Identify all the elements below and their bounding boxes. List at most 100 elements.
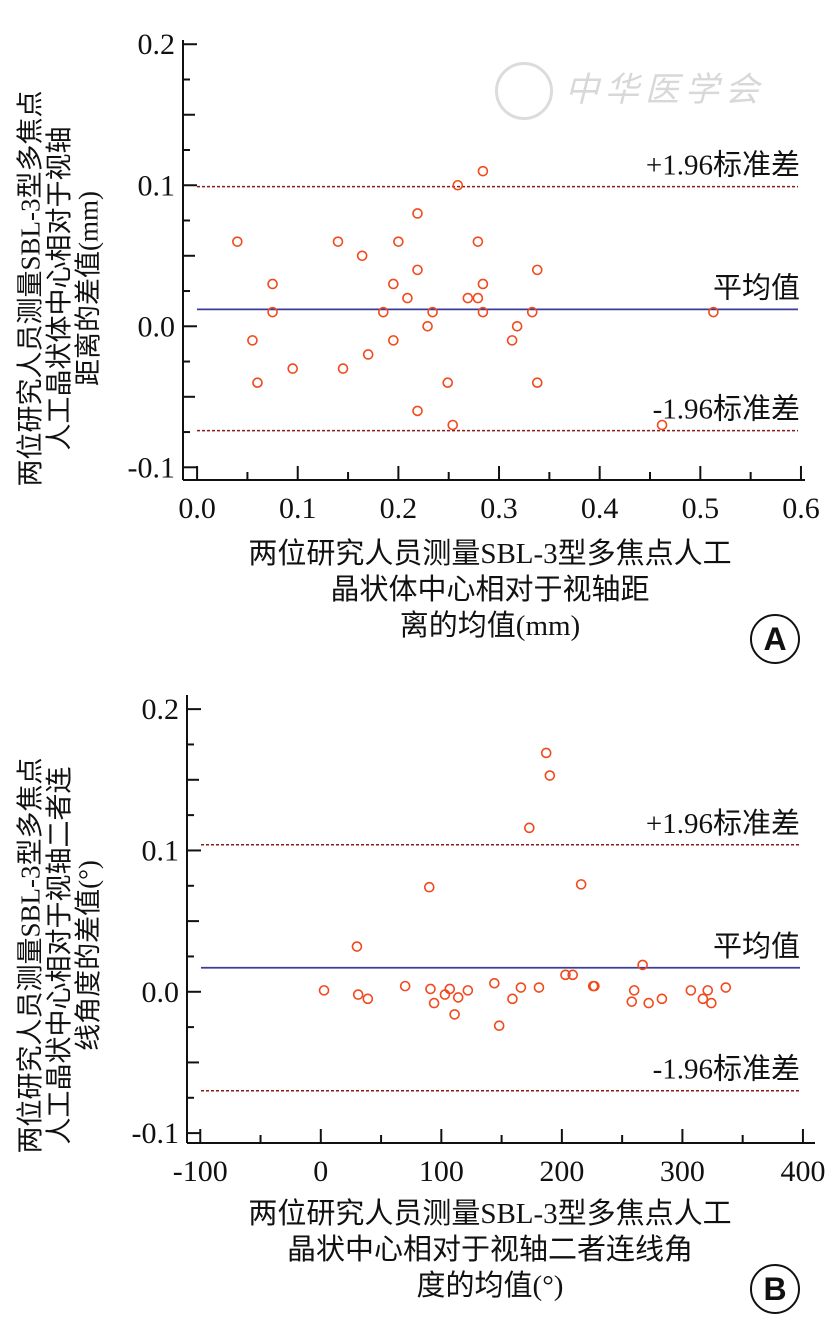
data-point-a xyxy=(267,306,278,318)
data-point-b xyxy=(444,983,456,995)
data-point-b xyxy=(540,747,552,759)
data-point-b xyxy=(452,992,464,1003)
y-tick-label-a: -0.1 xyxy=(128,451,176,484)
data-point-b xyxy=(462,985,474,996)
data-point-a xyxy=(402,292,413,304)
y-tick-label-b: 0.2 xyxy=(142,693,180,726)
x-axis-title-a-line-3: 离的均值(mm) xyxy=(399,610,581,642)
data-point-a xyxy=(427,306,438,318)
y-axis-title-a-line-3: 距离的差值(mm) xyxy=(73,191,104,386)
data-point-a xyxy=(531,264,543,276)
data-point-b xyxy=(697,993,709,1005)
data-point-a xyxy=(511,320,523,332)
x-axis-title-a: 两位研究人员测量SBL-3型多焦点人工 晶状体中心相对于视轴距 离的均值(mm) xyxy=(190,536,790,644)
data-point-b xyxy=(567,969,579,981)
data-point-b xyxy=(628,985,640,996)
y-axis-title-b-line-3: 线角度的差值(°) xyxy=(73,860,104,1051)
y-tick-label-b: 0.1 xyxy=(142,834,180,867)
data-point-a xyxy=(412,264,423,276)
watermark-seal-icon xyxy=(495,62,553,120)
x-tick-label-a: 0.2 xyxy=(380,492,418,525)
y-axis-title-b-line-2: 人工晶状中心相对于视轴二者连 xyxy=(44,766,75,1145)
upper-line-label-a: +1.96标准差 xyxy=(646,149,800,182)
data-point-b xyxy=(533,982,545,993)
x-axis-title-b-line-3: 度的均值(°) xyxy=(416,1270,564,1302)
y-tick-label-a: 0.0 xyxy=(138,310,176,343)
y-axis-title-b-line-1: 两位研究人员测量SBL-3型多焦点 xyxy=(15,757,46,1154)
data-point-a xyxy=(267,278,278,290)
data-point-b xyxy=(643,997,654,1009)
data-point-a xyxy=(462,292,474,304)
y-tick-label-b: -0.1 xyxy=(132,1117,180,1150)
lower-line-label-a: -1.96标准差 xyxy=(653,393,800,426)
x-tick-label-a: 0.4 xyxy=(581,492,619,525)
data-point-a xyxy=(447,419,459,431)
data-point-a xyxy=(708,306,719,318)
mean-line-label-b: 平均值 xyxy=(713,930,800,963)
watermark: 中华医学会 xyxy=(565,72,765,109)
data-point-a xyxy=(388,335,399,346)
data-point-a xyxy=(506,335,518,346)
y-tick-label-b: 0.0 xyxy=(142,976,180,1009)
panel-label-a: A xyxy=(750,614,800,664)
data-point-a xyxy=(337,363,349,374)
data-point-a xyxy=(356,250,368,262)
data-point-a xyxy=(232,236,243,247)
data-point-a xyxy=(247,335,258,346)
y-axis-title-b: 两位研究人员测量SBL-3型多焦点 人工晶状中心相对于视轴二者连 线角度的差值(… xyxy=(15,716,104,1196)
data-point-b xyxy=(656,993,668,1005)
y-axis-title-a: 两位研究人员测量SBL-3型多焦点 人工晶状体中心相对于视轴 距离的差值(mm) xyxy=(16,49,104,529)
lower-line-label-b: -1.96标准差 xyxy=(653,1053,800,1086)
data-point-b xyxy=(449,1009,460,1020)
data-point-b xyxy=(425,983,436,995)
x-axis-title-b-line-2: 晶状中心相对于视轴二者连线角 xyxy=(286,1234,693,1266)
x-tick-label-b: 300 xyxy=(660,1155,705,1188)
data-point-a xyxy=(412,405,423,417)
x-tick-label-b: 0 xyxy=(313,1155,328,1188)
panel-label-b: B xyxy=(750,1264,800,1314)
data-point-b xyxy=(352,989,364,1000)
data-point-b xyxy=(423,881,435,893)
data-point-b xyxy=(428,997,440,1009)
x-tick-label-b: -100 xyxy=(173,1155,228,1188)
data-point-a xyxy=(472,236,484,247)
data-point-b xyxy=(507,993,518,1005)
data-point-b xyxy=(626,996,638,1007)
data-point-a xyxy=(422,320,433,332)
data-point-b xyxy=(706,997,717,1009)
data-point-a xyxy=(388,278,399,290)
data-point-b xyxy=(575,879,587,890)
data-point-b xyxy=(489,978,500,989)
data-point-a xyxy=(252,377,263,388)
data-point-a xyxy=(526,306,538,318)
x-tick-label-b: 400 xyxy=(780,1155,825,1188)
x-tick-label-a: 0.6 xyxy=(782,492,820,525)
data-point-a xyxy=(287,363,299,374)
data-point-a xyxy=(377,306,389,318)
data-point-b xyxy=(589,980,600,992)
data-point-b xyxy=(524,822,535,834)
x-axis-title-b-line-1: 两位研究人员测量SBL-3型多焦点人工 xyxy=(248,1198,732,1230)
data-point-b xyxy=(685,985,697,996)
x-axis-title-a-line-1: 两位研究人员测量SBL-3型多焦点人工 xyxy=(248,538,732,570)
data-point-b xyxy=(318,985,330,996)
data-point-a xyxy=(477,165,489,177)
x-axis-title-a-line-2: 晶状体中心相对于视轴距 xyxy=(330,574,650,606)
data-point-a xyxy=(393,236,404,247)
x-tick-label-a: 0.0 xyxy=(178,492,216,525)
data-point-a xyxy=(472,292,484,304)
x-tick-label-a: 0.3 xyxy=(480,492,518,525)
y-axis-title-a-line-2: 人工晶状体中心相对于视轴 xyxy=(44,126,75,451)
data-point-a xyxy=(477,278,489,290)
mean-line-label-a: 平均值 xyxy=(713,271,800,304)
data-point-a xyxy=(531,377,543,388)
data-point-a xyxy=(332,236,344,247)
y-tick-label-a: 0.2 xyxy=(138,28,176,61)
data-point-b xyxy=(493,1020,505,1032)
x-tick-label-a: 0.1 xyxy=(279,492,317,525)
y-tick-label-a: 0.1 xyxy=(138,169,176,202)
data-point-a xyxy=(442,377,454,388)
x-axis-title-b: 两位研究人员测量SBL-3型多焦点人工 晶状中心相对于视轴二者连线角 度的均值(… xyxy=(190,1196,790,1304)
data-point-b xyxy=(544,770,556,781)
